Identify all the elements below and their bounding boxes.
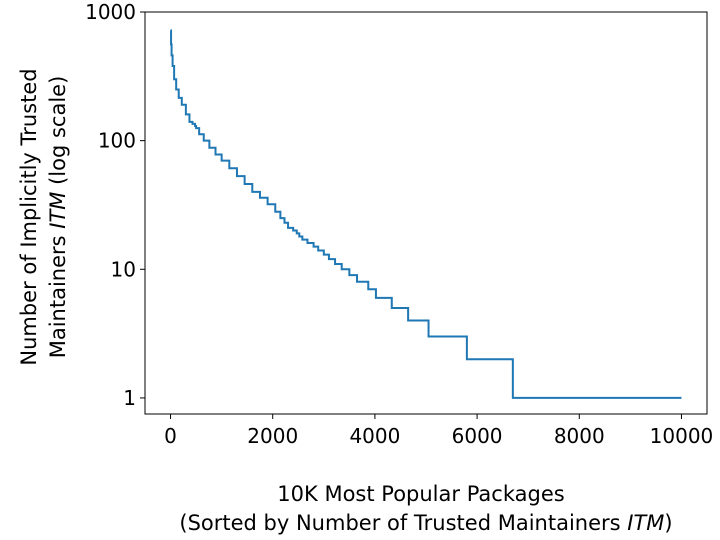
y-tick-label: 1: [123, 386, 136, 410]
x-axis-ticks: 0 2000 4000 6000 8000 10000: [164, 414, 713, 448]
y-tick-label: 1000: [85, 0, 136, 24]
x-tick-label: 0: [164, 424, 177, 448]
y-axis-label-line2-post: (log scale): [46, 76, 70, 192]
x-axis-label-line2-pre: (Sorted by Number of Trusted Maintainers: [179, 511, 627, 535]
data-series-line: [170, 29, 682, 399]
y-tick-label: 100: [98, 129, 136, 153]
x-tick-label: 8000: [554, 424, 605, 448]
y-axis-label-line2-pre: Maintainers: [46, 229, 70, 359]
x-tick-label: 4000: [349, 424, 400, 448]
x-tick-label: 10000: [650, 424, 714, 448]
x-tick-label: 6000: [452, 424, 503, 448]
x-axis-label-line2-italic: ITM: [627, 511, 664, 535]
y-axis-label-line2: Maintainers ITM (log scale): [46, 76, 70, 359]
plot-frame: [144, 11, 708, 415]
y-axis-ticks: 1 10 100 1000: [85, 0, 145, 410]
y-tick-label: 10: [111, 257, 136, 281]
y-axis-label-line2-italic: ITM: [46, 192, 70, 229]
x-axis-label-line2: (Sorted by Number of Trusted Maintainers…: [179, 511, 672, 535]
x-tick-label: 2000: [247, 424, 298, 448]
plot-area: [145, 12, 707, 414]
x-axis-label-line2-post: ): [664, 511, 672, 535]
y-axis-label: Number of Implicitly Trusted Maintainers…: [17, 68, 70, 365]
y-axis-label-line1: Number of Implicitly Trusted: [17, 68, 41, 365]
x-axis-label-line1: 10K Most Popular Packages: [277, 482, 564, 506]
